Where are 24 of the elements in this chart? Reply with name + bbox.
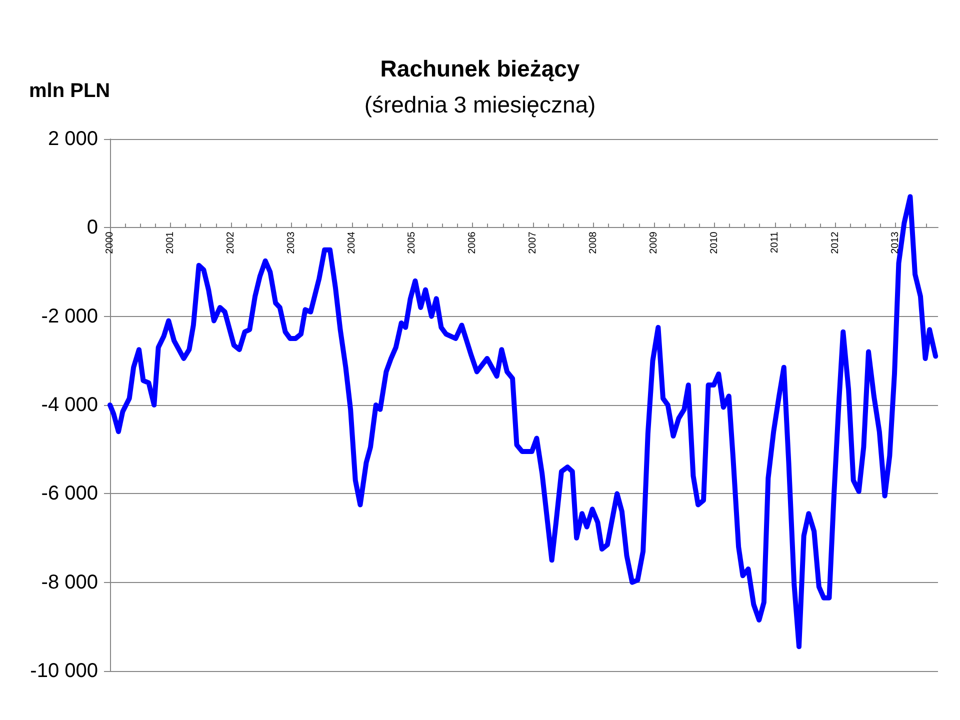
- x-tick-label: 2001: [164, 231, 176, 254]
- x-tick-label: 2011: [769, 231, 780, 254]
- x-tick-label: 2005: [406, 231, 418, 254]
- x-tick-label: 2012: [830, 231, 841, 254]
- y-tick-label: 2 000: [48, 128, 98, 150]
- y-tick-label: -4 000: [41, 394, 98, 416]
- x-tick-label: 2000: [104, 231, 116, 254]
- chart-title: Rachunek bieżący: [380, 56, 580, 82]
- y-tick-label: -6 000: [41, 482, 98, 505]
- x-tick-label: 2007: [528, 231, 539, 254]
- x-tick-label: 2006: [467, 231, 478, 254]
- y-tick-label: -2 000: [41, 305, 98, 328]
- y-axis-title: mln PLN: [29, 80, 110, 102]
- y-tick-label: -8 000: [41, 571, 98, 594]
- x-tick-label: 2002: [225, 231, 236, 254]
- x-tick-label: 2009: [648, 231, 660, 254]
- x-tick-label: 2004: [346, 231, 358, 254]
- chart-subtitle: (średnia 3 miesięczna): [364, 92, 596, 118]
- y-tick-label: 0: [86, 216, 98, 239]
- x-tick-label: 2013: [890, 231, 902, 254]
- y-tick-label: -10 000: [30, 660, 98, 682]
- x-tick-label: 2003: [286, 231, 297, 254]
- x-tick-label: 2008: [588, 231, 600, 254]
- x-tick-label: 2010: [708, 231, 720, 254]
